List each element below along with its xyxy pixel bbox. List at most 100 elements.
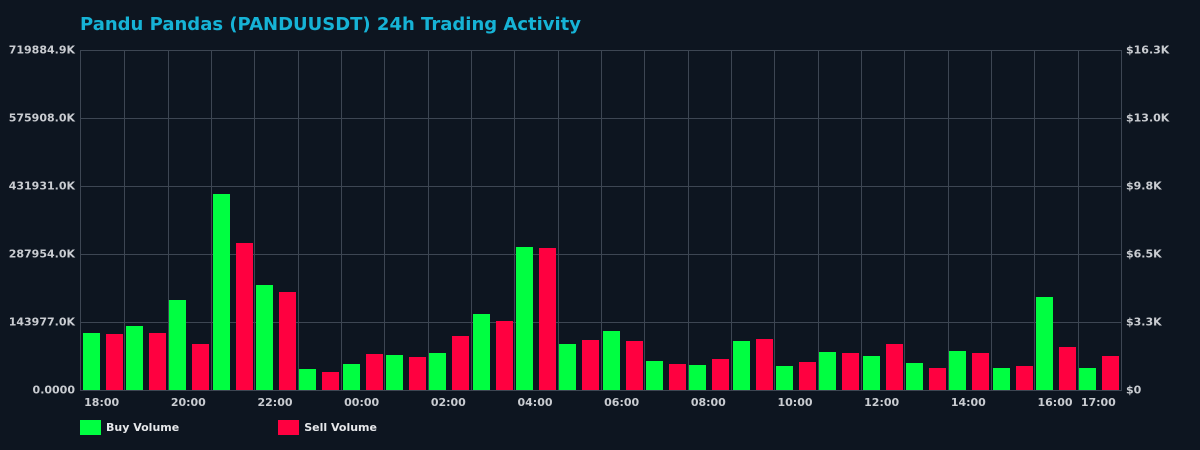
v-gridline <box>167 50 169 390</box>
v-gridline <box>124 50 126 390</box>
x-tick: 22:00 <box>257 396 293 409</box>
x-tick: 10:00 <box>777 396 813 409</box>
x-tick: 20:00 <box>170 396 206 409</box>
y-tick-right: $13.0K <box>1126 111 1170 125</box>
sell-volume-bar[interactable] <box>278 292 296 390</box>
v-gridline <box>731 50 732 390</box>
v-gridline <box>557 50 559 390</box>
v-gridline <box>341 50 342 390</box>
v-gridline <box>904 50 906 390</box>
buy-volume-bar[interactable] <box>559 344 577 390</box>
buy-volume-bar[interactable] <box>82 333 100 390</box>
sell-volume-bar[interactable] <box>1058 347 1076 390</box>
sell-volume-bar[interactable] <box>148 333 166 390</box>
buy-volume-bar[interactable] <box>385 355 403 390</box>
sell-volume-bar[interactable] <box>192 344 210 390</box>
x-tick: 06:00 <box>604 396 640 409</box>
legend-item-buy[interactable]: Buy Volume <box>80 420 179 435</box>
v-gridline <box>861 50 862 390</box>
v-gridline <box>687 50 689 390</box>
buy-volume-bar[interactable] <box>1035 297 1053 390</box>
buy-volume-bar[interactable] <box>515 247 533 390</box>
v-gridline <box>514 50 516 390</box>
sell-volume-bar[interactable] <box>712 359 730 390</box>
y-tick-left: 431931.0K <box>8 179 75 193</box>
x-tick: 02:00 <box>430 396 466 409</box>
sell-volume-bar[interactable] <box>538 248 556 390</box>
sell-volume-bar[interactable] <box>1102 356 1120 390</box>
x-tick: 14:00 <box>950 396 986 409</box>
plot-area <box>80 50 1122 391</box>
sell-volume-bar[interactable] <box>842 353 860 390</box>
x-tick: 12:00 <box>864 396 900 409</box>
buy-volume-bar[interactable] <box>429 353 447 390</box>
v-gridline <box>1077 50 1079 390</box>
sell-volume-bar[interactable] <box>928 368 946 390</box>
y-tick-left: 143977.0K <box>8 315 75 329</box>
buy-volume-bar[interactable] <box>169 300 187 390</box>
y-tick-right: $6.5K <box>1126 247 1162 261</box>
sell-volume-bar[interactable] <box>885 344 903 390</box>
v-gridline <box>384 50 386 390</box>
sell-volume-bar[interactable] <box>408 357 426 390</box>
v-gridline <box>947 50 949 390</box>
buy-volume-bar[interactable] <box>1079 368 1097 390</box>
y-tick-left: 287954.0K <box>8 247 75 261</box>
y-tick-right: $9.8K <box>1126 179 1162 193</box>
buy-volume-bar[interactable] <box>645 361 663 390</box>
chart-title: Pandu Pandas (PANDUUSDT) 24h Trading Act… <box>80 14 582 35</box>
x-tick: 00:00 <box>344 396 380 409</box>
v-gridline <box>427 50 429 390</box>
sell-volume-bar[interactable] <box>668 364 686 390</box>
y-tick-right: $16.3K <box>1126 43 1170 57</box>
sell-volume-bar[interactable] <box>235 243 253 390</box>
sell-swatch-icon <box>278 420 300 435</box>
buy-volume-bar[interactable] <box>992 368 1010 390</box>
sell-volume-bar[interactable] <box>495 321 513 390</box>
legend-item-sell[interactable]: Sell Volume <box>278 420 377 435</box>
sell-volume-bar[interactable] <box>798 362 816 390</box>
sell-volume-bar[interactable] <box>1015 366 1033 390</box>
y-tick-left: 0.0000 <box>32 383 75 397</box>
buy-volume-bar[interactable] <box>949 351 967 390</box>
x-tick: 04:00 <box>517 396 553 409</box>
v-gridline <box>471 50 472 390</box>
buy-volume-bar[interactable] <box>602 331 620 390</box>
sell-volume-bar[interactable] <box>322 372 340 390</box>
x-tick: 08:00 <box>690 396 726 409</box>
buy-swatch-icon <box>80 420 101 435</box>
legend: Buy Volume Sell Volume <box>80 420 401 435</box>
y-tick-left: 575908.0K <box>8 111 75 125</box>
v-gridline <box>297 50 299 390</box>
buy-volume-bar[interactable] <box>299 369 317 390</box>
y-tick-left: 719884.9K <box>8 43 75 57</box>
sell-volume-bar[interactable] <box>452 336 470 390</box>
x-tick: 17:00 <box>1080 396 1116 409</box>
v-gridline <box>254 50 256 390</box>
x-tick: 16:00 <box>1037 396 1073 409</box>
buy-volume-bar[interactable] <box>342 364 360 390</box>
sell-volume-bar[interactable] <box>625 341 643 390</box>
buy-volume-bar[interactable] <box>862 356 880 390</box>
sell-volume-bar[interactable] <box>972 353 990 390</box>
y-tick-right: $3.3K <box>1126 315 1162 329</box>
y-tick-right: $0 <box>1126 383 1142 397</box>
buy-volume-bar[interactable] <box>732 341 750 390</box>
sell-volume-bar[interactable] <box>582 340 600 390</box>
buy-volume-bar[interactable] <box>905 363 923 390</box>
buy-volume-bar[interactable] <box>472 314 490 390</box>
buy-volume-bar[interactable] <box>125 326 143 390</box>
legend-label-sell: Sell Volume <box>304 421 377 434</box>
sell-volume-bar[interactable] <box>755 339 773 390</box>
buy-volume-bar[interactable] <box>819 352 837 390</box>
sell-volume-bar[interactable] <box>105 334 123 390</box>
legend-label-buy: Buy Volume <box>106 421 180 434</box>
buy-volume-bar[interactable] <box>212 194 230 390</box>
buy-volume-bar[interactable] <box>255 285 273 390</box>
v-gridline <box>1034 50 1036 390</box>
sell-volume-bar[interactable] <box>365 354 383 390</box>
buy-volume-bar[interactable] <box>775 366 793 390</box>
buy-volume-bar[interactable] <box>689 365 707 390</box>
v-gridline <box>644 50 646 390</box>
v-gridline <box>774 50 776 390</box>
